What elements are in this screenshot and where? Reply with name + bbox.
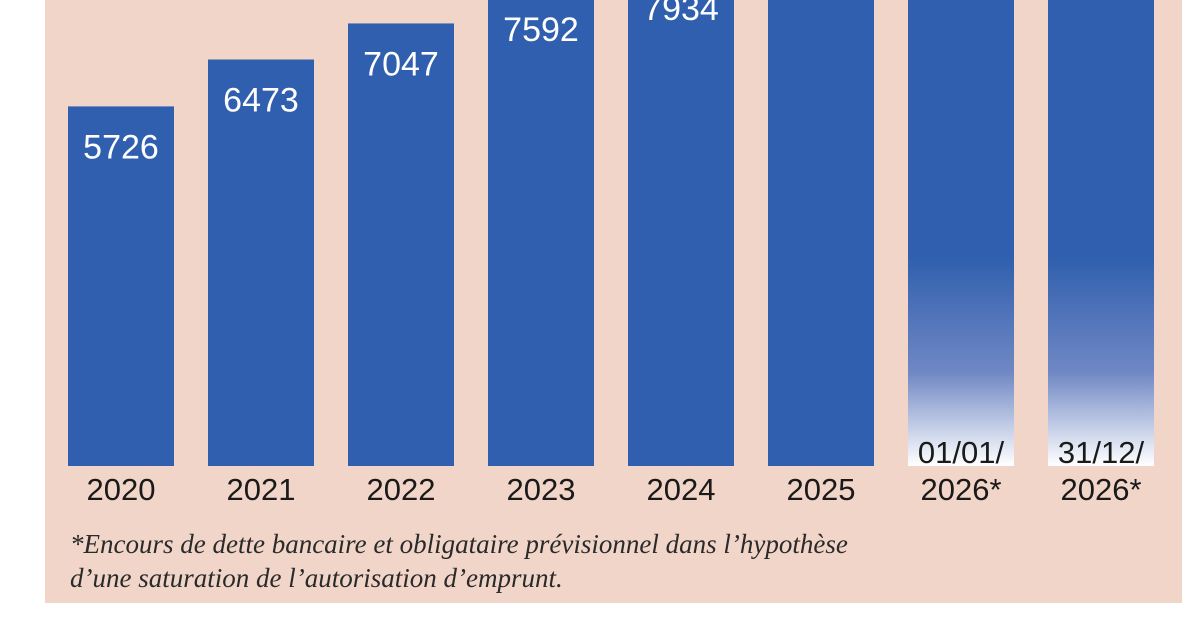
footnote: d’une saturation de l’autorisation d’emp… [70, 563, 563, 593]
x-tick-label: 2025 [787, 472, 856, 507]
x-tick-label: 2023 [507, 472, 576, 507]
bar [68, 106, 174, 467]
bar [488, 0, 594, 466]
bar [1048, 0, 1154, 466]
x-tick-label: 01/01/2026* [918, 435, 1005, 507]
value-label: 5726 [83, 128, 159, 166]
value-label: 7592 [503, 11, 579, 49]
footnote: *Encours de dette bancaire et obligatair… [70, 529, 848, 559]
x-tick-label: 31/12/2026* [1058, 435, 1145, 507]
x-tick-label: 2020 [87, 472, 156, 507]
value-label: 6473 [223, 81, 299, 119]
bar [908, 0, 1014, 466]
bar [768, 0, 874, 467]
x-tick-label: 2021 [227, 472, 296, 507]
x-tick-label: 2024 [647, 472, 716, 507]
value-label: 7934 [643, 0, 719, 28]
bar [628, 0, 734, 466]
x-tick-label: 2022 [367, 472, 436, 507]
value-label: 7047 [363, 45, 439, 83]
bar [348, 23, 454, 467]
bar [208, 59, 314, 466]
